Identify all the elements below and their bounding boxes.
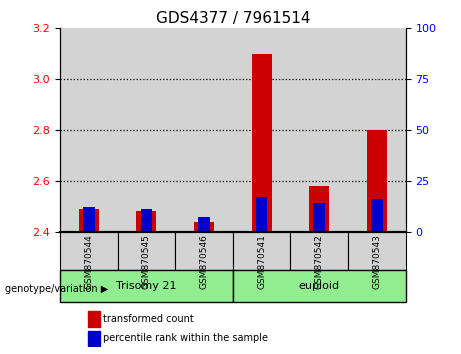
Bar	[367, 130, 387, 232]
Bar	[290, 28, 348, 232]
Text: transformed count: transformed count	[103, 314, 194, 324]
FancyBboxPatch shape	[290, 232, 348, 270]
Text: GSM870545: GSM870545	[142, 234, 151, 289]
FancyBboxPatch shape	[233, 232, 290, 270]
Bar	[194, 222, 214, 232]
FancyBboxPatch shape	[348, 232, 406, 270]
Bar	[175, 28, 233, 232]
Bar	[313, 203, 325, 232]
FancyBboxPatch shape	[60, 232, 118, 270]
Bar	[233, 28, 290, 232]
Text: GSM870541: GSM870541	[257, 234, 266, 289]
Bar	[83, 207, 95, 232]
Bar	[88, 311, 100, 327]
Bar	[309, 186, 329, 232]
Text: GSM870542: GSM870542	[315, 234, 324, 289]
Bar	[198, 217, 210, 232]
Bar	[256, 197, 267, 232]
FancyBboxPatch shape	[233, 270, 406, 302]
Bar	[118, 28, 175, 232]
Bar	[136, 211, 156, 232]
Text: GSM870543: GSM870543	[372, 234, 381, 289]
FancyBboxPatch shape	[175, 232, 233, 270]
Text: GSM870544: GSM870544	[84, 234, 93, 289]
Bar	[60, 28, 118, 232]
FancyBboxPatch shape	[60, 270, 233, 302]
Bar	[348, 28, 406, 232]
Text: euploid: euploid	[299, 281, 340, 291]
Bar	[79, 209, 99, 232]
Text: GSM870546: GSM870546	[200, 234, 208, 289]
Text: genotype/variation ▶: genotype/variation ▶	[5, 284, 108, 293]
Text: Trisomy 21: Trisomy 21	[116, 281, 177, 291]
FancyBboxPatch shape	[118, 232, 175, 270]
Title: GDS4377 / 7961514: GDS4377 / 7961514	[155, 11, 310, 26]
Bar	[252, 54, 272, 232]
Bar	[371, 199, 383, 232]
Bar	[88, 331, 100, 346]
Bar	[141, 209, 152, 232]
Text: percentile rank within the sample: percentile rank within the sample	[103, 333, 268, 343]
